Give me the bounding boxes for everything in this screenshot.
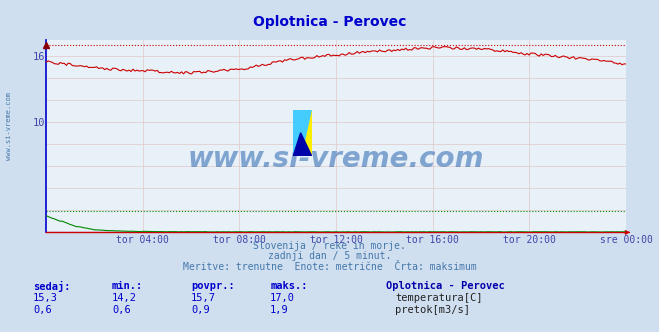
Text: 14,2: 14,2 bbox=[112, 293, 137, 303]
Text: sedaj:: sedaj: bbox=[33, 281, 71, 291]
Text: www.si-vreme.com: www.si-vreme.com bbox=[188, 145, 484, 173]
Text: www.si-vreme.com: www.si-vreme.com bbox=[5, 92, 12, 160]
Text: 17,0: 17,0 bbox=[270, 293, 295, 303]
Text: Oplotnica - Perovec: Oplotnica - Perovec bbox=[386, 281, 504, 290]
Text: 15,7: 15,7 bbox=[191, 293, 216, 303]
Text: maks.:: maks.: bbox=[270, 281, 308, 290]
Text: zadnji dan / 5 minut.: zadnji dan / 5 minut. bbox=[268, 251, 391, 261]
Text: povpr.:: povpr.: bbox=[191, 281, 235, 290]
Text: Meritve: trenutne  Enote: metrične  Črta: maksimum: Meritve: trenutne Enote: metrične Črta: … bbox=[183, 262, 476, 272]
Text: 15,3: 15,3 bbox=[33, 293, 58, 303]
Text: 0,6: 0,6 bbox=[112, 305, 130, 315]
Text: pretok[m3/s]: pretok[m3/s] bbox=[395, 305, 471, 315]
Text: min.:: min.: bbox=[112, 281, 143, 290]
Text: Oplotnica - Perovec: Oplotnica - Perovec bbox=[253, 15, 406, 29]
Text: temperatura[C]: temperatura[C] bbox=[395, 293, 483, 303]
Polygon shape bbox=[293, 133, 312, 156]
Text: Slovenija / reke in morje.: Slovenija / reke in morje. bbox=[253, 241, 406, 251]
Text: 0,9: 0,9 bbox=[191, 305, 210, 315]
Polygon shape bbox=[302, 110, 312, 156]
Polygon shape bbox=[293, 110, 312, 156]
Text: 0,6: 0,6 bbox=[33, 305, 51, 315]
Text: 1,9: 1,9 bbox=[270, 305, 289, 315]
